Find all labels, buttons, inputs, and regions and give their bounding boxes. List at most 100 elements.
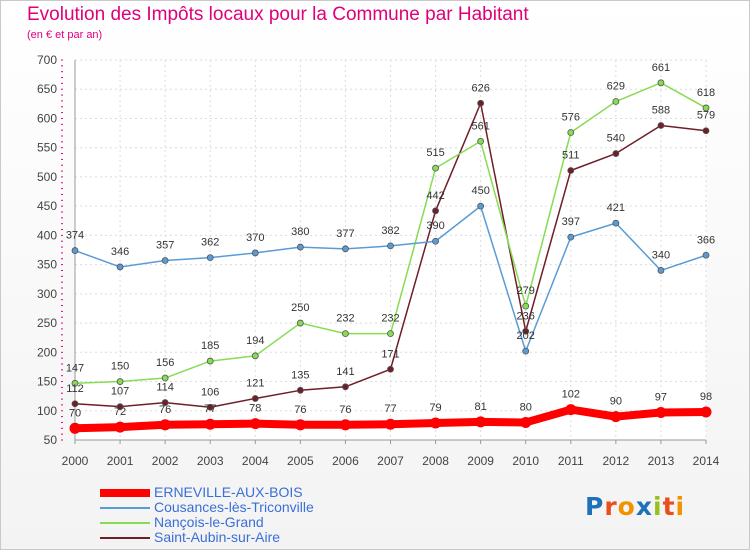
data-point — [69, 422, 81, 434]
legend-swatch — [100, 522, 150, 524]
data-label: 561 — [471, 120, 489, 132]
data-label: 90 — [610, 396, 622, 408]
x-tick-label: 2003 — [197, 454, 224, 468]
data-point — [116, 263, 124, 271]
data-label: 97 — [655, 392, 667, 404]
logo-letter: t — [662, 492, 676, 521]
data-point — [657, 122, 665, 129]
logo-letter: P — [585, 492, 605, 521]
data-point — [657, 267, 665, 274]
data-label: 377 — [336, 228, 354, 240]
legend-label: ERNEVILLE-AUX-BOIS — [154, 484, 303, 500]
y-tick-label: 450 — [37, 199, 57, 213]
data-point — [296, 243, 304, 251]
data-point — [387, 330, 394, 338]
data-label: 76 — [294, 404, 306, 416]
data-label: 511 — [562, 149, 580, 161]
data-point — [251, 395, 259, 402]
data-point — [159, 419, 171, 431]
data-point — [567, 167, 575, 174]
x-tick-label: 2010 — [512, 454, 539, 468]
y-tick-label: 250 — [37, 316, 57, 330]
x-tick-label: 2006 — [332, 454, 359, 468]
data-label: 76 — [159, 404, 171, 416]
data-label: 107 — [111, 386, 129, 398]
y-tick-label: 100 — [37, 404, 57, 418]
data-label: 112 — [66, 383, 84, 395]
data-point — [477, 99, 485, 107]
data-point — [249, 418, 261, 430]
x-tick-label: 2005 — [287, 454, 314, 468]
data-point — [71, 400, 79, 408]
data-label: 185 — [201, 340, 219, 352]
data-label: 279 — [517, 285, 535, 297]
data-label: 150 — [111, 361, 129, 373]
legend-label: Saint-Aubin-sur-Aire — [154, 529, 281, 545]
data-point — [339, 419, 351, 431]
data-point — [610, 411, 622, 423]
data-point — [114, 421, 126, 433]
data-point — [296, 319, 304, 327]
data-point — [475, 416, 487, 428]
data-label: 540 — [607, 133, 625, 145]
data-label: 629 — [607, 81, 625, 93]
data-point — [161, 257, 169, 264]
data-point — [387, 242, 394, 250]
data-label: 171 — [381, 348, 399, 360]
logo-letter: i — [675, 492, 686, 521]
data-point — [161, 374, 169, 382]
data-label: 135 — [291, 369, 309, 381]
data-label: 77 — [384, 403, 396, 415]
data-label: 81 — [475, 401, 487, 413]
legend-swatch — [100, 507, 150, 509]
data-label: 194 — [246, 335, 264, 347]
data-label: 202 — [517, 330, 535, 342]
y-tick-label: 350 — [37, 258, 57, 272]
data-label: 618 — [697, 87, 715, 99]
data-label: 366 — [697, 234, 715, 246]
y-tick-label: 700 — [37, 53, 57, 67]
y-tick-label: 550 — [37, 141, 57, 155]
data-point — [522, 347, 530, 355]
data-label: 397 — [562, 216, 580, 228]
legend-swatch — [100, 537, 150, 539]
chart-title: Evolution des Impôts locaux pour la Comm… — [27, 4, 529, 25]
data-label: 362 — [201, 237, 219, 249]
data-label: 370 — [246, 232, 264, 244]
data-point — [116, 378, 124, 385]
data-label: 232 — [381, 313, 399, 325]
data-point — [432, 237, 439, 245]
data-point — [565, 404, 577, 416]
data-label: 661 — [652, 62, 670, 74]
data-point — [342, 330, 349, 338]
data-label: 232 — [336, 313, 354, 325]
data-point — [71, 247, 79, 254]
data-label: 79 — [429, 402, 441, 414]
data-point — [702, 127, 710, 135]
legend-label: Cousances-lès-Triconville — [154, 499, 314, 515]
data-label: 141 — [336, 366, 354, 378]
data-point — [296, 386, 304, 394]
data-point — [206, 254, 214, 262]
data-label: 380 — [291, 226, 309, 238]
x-tick-label: 2009 — [467, 454, 494, 468]
data-point — [522, 327, 530, 335]
data-label: 80 — [520, 401, 532, 413]
data-point — [206, 403, 214, 411]
data-point — [612, 219, 620, 227]
legend-item: Saint-Aubin-sur-Aire — [100, 529, 400, 545]
data-point — [522, 302, 530, 310]
data-point — [387, 365, 394, 373]
x-tick-label: 2001 — [107, 454, 134, 468]
x-tick-label: 2004 — [242, 454, 269, 468]
data-label: 70 — [69, 407, 81, 419]
data-label: 106 — [201, 386, 219, 398]
y-tick-label: 650 — [37, 82, 57, 96]
x-tick-label: 2007 — [377, 454, 404, 468]
data-point — [432, 164, 439, 172]
data-point — [206, 357, 214, 365]
data-point — [432, 207, 439, 215]
data-point — [294, 419, 306, 431]
data-point — [342, 383, 349, 391]
data-point — [520, 416, 532, 428]
